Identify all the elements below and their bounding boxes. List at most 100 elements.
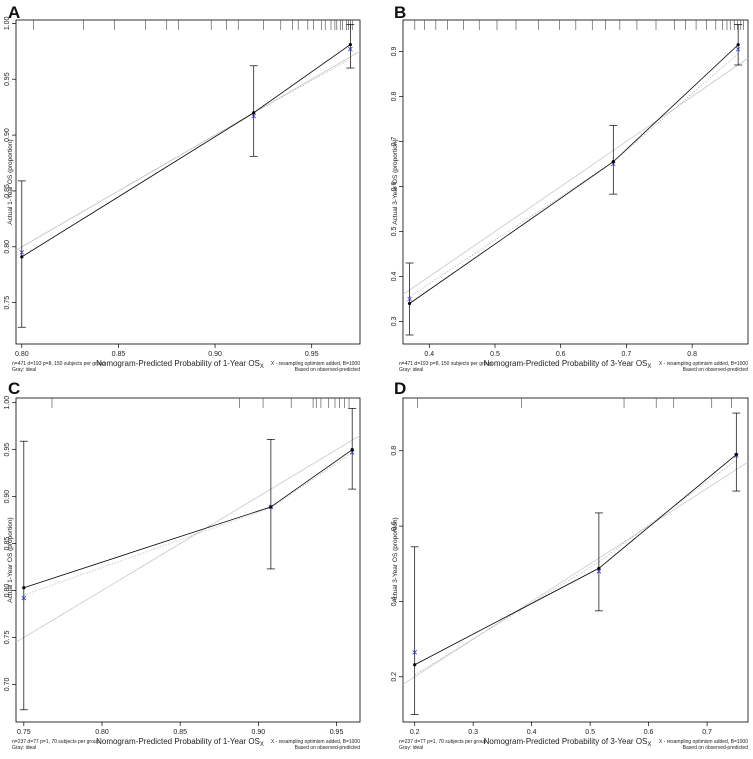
plot-frame <box>15 397 361 723</box>
y-tick-label: 0.80 <box>4 240 11 254</box>
y-axis-label: Actual 3-Year OS (proportion) <box>392 139 399 224</box>
observed-point <box>348 42 352 47</box>
y-tick-label: 0.3 <box>391 317 398 327</box>
y-tick-label: 0.90 <box>4 128 11 142</box>
x-tick-label: 0.4 <box>424 351 434 358</box>
bias-corrected-line <box>409 53 739 298</box>
observed-point <box>22 586 26 590</box>
x-tick-label: 0.5 <box>585 729 595 736</box>
y-axis-label: Actual 3-Year OS (proportion) <box>392 517 399 602</box>
resampling-note: X - resampling optimism added, B=1000 <box>271 739 360 745</box>
y-tick-label: 0.4 <box>391 272 398 282</box>
x-axis-label: Nomogram-Predicted Probability of 3-Year… <box>484 737 652 748</box>
x-tick-label: 0.85 <box>173 729 187 736</box>
bias-corrected-marker <box>21 595 27 601</box>
bias-corrected-marker <box>349 450 355 455</box>
bias-corrected-marker <box>596 569 602 574</box>
panel-c: C 0.70 0.75 0.80 0.85 0.90 0.95 1.00 0.75 0.80 0.8… <box>4 379 361 751</box>
observed-point <box>407 301 412 306</box>
x-axis-label: Nomogram-Predicted Probability of 1-Year… <box>96 359 264 370</box>
y-tick-label: 0.7 <box>391 137 398 147</box>
resampling-note: X - resampling optimism added, B=1000 <box>659 739 748 745</box>
y-tick-label: 0.8 <box>391 446 398 456</box>
observed-point <box>611 160 615 164</box>
bias-corrected-marker <box>611 161 616 167</box>
panel-a: A 0.75 0.80 0.85 0.90 0.95 1.00 0.80 0.85 0.90 0.9… <box>4 3 361 373</box>
observed-line <box>21 44 351 258</box>
y-tick-label: 1.00 <box>4 396 11 410</box>
y-tick-label: 0.70 <box>4 678 11 692</box>
y-tick-label: 0.6 <box>391 182 398 192</box>
y-tick-label: 0.6 <box>391 521 398 531</box>
panel-d: D 0.2 0.4 0.6 0.8 0.2 0.3 0.4 0.5 0.6 0.7 Actual 3-… <box>391 379 749 751</box>
y-tick-label: 0.5 <box>391 227 398 237</box>
observed-point <box>413 663 417 667</box>
ideal-line <box>16 50 360 251</box>
sample-note: n=237 d=77 p=1, 70 subjects per group <box>399 739 487 745</box>
observed-line <box>409 44 739 304</box>
panel-letter: B <box>394 3 406 22</box>
ideal-legend-note: Gray: ideal <box>12 367 36 373</box>
y-axis-label: Actual 1-Year OS (proportion) <box>7 517 14 602</box>
basis-note: Based on observed-predicted <box>683 745 749 751</box>
panel-letter: A <box>8 3 20 22</box>
x-axis-label: Nomogram-Predicted Probability of 1-Year… <box>96 737 264 748</box>
resampling-note: X - resampling optimism added, B=1000 <box>659 361 748 367</box>
x-axis-label: Nomogram-Predicted Probability of 3-Year… <box>484 359 652 370</box>
bias-corrected-marker <box>251 113 256 119</box>
basis-note: Based on observed-predicted <box>683 367 749 373</box>
x-tick-label: 0.85 <box>112 351 126 358</box>
y-tick-label: 0.2 <box>391 672 398 682</box>
ideal-legend-note: Gray: ideal <box>399 745 423 751</box>
plot-area <box>403 20 748 304</box>
resampling-note: X - resampling optimism added, B=1000 <box>271 361 360 367</box>
x-tick-label: 0.80 <box>15 351 29 358</box>
x-tick-label: 0.75 <box>17 729 31 736</box>
x-tick-label: 0.95 <box>305 351 319 358</box>
x-tick-label: 0.7 <box>622 351 632 358</box>
y-tick-label: 0.80 <box>4 584 11 598</box>
x-tick-label: 0.7 <box>702 729 712 736</box>
x-tick-label: 0.6 <box>644 729 654 736</box>
bias-corrected-marker <box>412 650 417 655</box>
plot-area <box>16 398 360 643</box>
x-tick-label: 0.90 <box>252 729 266 736</box>
x-tick-label: 0.6 <box>556 351 566 358</box>
bias-corrected-line <box>23 452 353 596</box>
sample-note: n=237 d=77 p=1, 70 subjects per group <box>12 739 100 745</box>
plot-area <box>403 398 748 685</box>
sample-note: n=471 d=193 p=8, 150 subjects per group <box>399 361 492 367</box>
bias-corrected-marker <box>19 250 25 255</box>
y-tick-label: 0.9 <box>391 47 398 57</box>
y-tick-label: 0.8 <box>391 92 398 102</box>
ideal-line <box>403 57 748 295</box>
ideal-legend-note: Gray: ideal <box>12 745 36 751</box>
observed-line <box>23 449 353 589</box>
x-tick-label: 0.3 <box>468 729 478 736</box>
y-tick-label: 0.85 <box>4 184 11 198</box>
x-tick-label: 0.95 <box>330 729 344 736</box>
observed-point <box>734 452 738 457</box>
plot-frame <box>402 397 749 723</box>
panel-b: B 0.3 0.4 0.5 0.6 0.7 0.8 0.9 0.4 0.5 0.6 0.7 0.8 Act… <box>391 3 749 373</box>
x-tick-label: 0.2 <box>410 729 420 736</box>
bias-corrected-marker <box>735 46 741 52</box>
y-tick-label: 0.75 <box>4 296 11 310</box>
y-axis-label: Actual 1-Year OS (proportion) <box>7 139 14 224</box>
y-tick-label: 0.85 <box>4 537 11 551</box>
y-tick-label: 1.00 <box>4 16 11 30</box>
ideal-legend-note: Gray: ideal <box>399 367 423 373</box>
observed-point <box>269 505 273 509</box>
observed-point <box>597 566 601 570</box>
bias-corrected-marker <box>348 46 353 52</box>
y-tick-label: 0.95 <box>4 443 11 457</box>
x-tick-label: 0.5 <box>490 351 500 358</box>
sample-note: n=471 d=193 p=8, 150 subjects per group <box>12 361 105 367</box>
x-tick-label: 0.8 <box>687 351 697 358</box>
plot-area <box>16 20 360 258</box>
plot-frame <box>15 19 361 345</box>
panel-letter: C <box>8 379 20 398</box>
y-tick-label: 0.4 <box>391 596 398 606</box>
bias-corrected-marker <box>407 296 412 302</box>
